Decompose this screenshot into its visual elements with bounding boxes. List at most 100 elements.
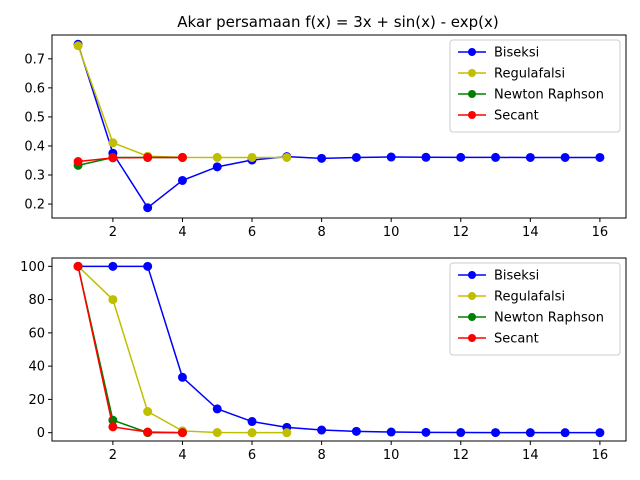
data-point [456, 428, 466, 438]
data-point [177, 372, 187, 382]
data-point [560, 428, 570, 438]
legend-label: Regulafalsi [494, 290, 565, 305]
data-point [595, 152, 605, 162]
data-point [73, 261, 83, 271]
x-tick-label: 14 [522, 448, 539, 463]
bottom-subplot: 2 4 6 8 10 12 14 16 0 20 40 60 80 100 Biseksi Regulafal… [20, 257, 627, 463]
x-tick-label: 10 [383, 225, 400, 240]
series-line-newton-raphson [77, 266, 183, 434]
y-tick-label: 0.2 [24, 198, 45, 213]
y-tick-label: 100 [20, 260, 45, 275]
y-tick-label: 80 [28, 293, 45, 308]
data-point [108, 422, 118, 432]
top-subplot: 2 4 6 8 10 12 14 16 0.2 0.3 0.4 0.5 0.6 0.7 Biseksi Reg… [24, 34, 627, 240]
legend-swatch-marker [468, 292, 476, 300]
data-point [143, 407, 153, 417]
legend-label: Secant [494, 332, 539, 347]
data-point [108, 153, 118, 163]
legend: Biseksi Regulafalsi Newton Raphson Secant [449, 39, 621, 133]
data-point [560, 152, 570, 162]
data-point [351, 152, 361, 162]
data-point [282, 428, 292, 438]
data-point [282, 152, 292, 162]
legend-swatch-marker [468, 90, 476, 98]
data-point [247, 417, 257, 427]
x-tick-label: 10 [383, 448, 400, 463]
data-point [212, 428, 222, 438]
data-point [108, 138, 118, 148]
data-point [73, 157, 83, 167]
data-point [108, 295, 118, 305]
data-point [386, 152, 396, 162]
legend-label: Newton Raphson [494, 88, 604, 103]
x-tick-label: 2 [109, 448, 117, 463]
legend-swatch-marker [468, 334, 476, 342]
axes-frame [51, 257, 627, 442]
series-line-biseksi [78, 265, 600, 434]
axes-frame [51, 34, 627, 219]
legend-label: Biseksi [494, 269, 539, 284]
data-point [247, 428, 257, 438]
x-tick-label: 8 [317, 448, 325, 463]
data-point [143, 261, 153, 271]
data-point [212, 162, 222, 172]
data-point [108, 261, 118, 271]
data-point [177, 152, 187, 162]
legend: Biseksi Regulafalsi Newton Raphson Secant [449, 262, 621, 356]
x-tick-label: 6 [248, 225, 256, 240]
x-tick-label: 6 [248, 448, 256, 463]
y-tick-label: 0.7 [24, 52, 45, 67]
data-point [143, 203, 153, 213]
y-tick-label: 60 [28, 326, 45, 341]
data-point [595, 428, 605, 438]
data-point [421, 152, 431, 162]
y-tick-label: 0.3 [24, 169, 45, 184]
x-tick-label: 12 [452, 225, 469, 240]
series-line-secant [78, 156, 183, 163]
legend-label: Biseksi [494, 46, 539, 61]
legend-label: Secant [494, 109, 539, 124]
x-tick-label: 16 [592, 448, 609, 463]
data-point [386, 427, 396, 437]
x-tick-label: 4 [178, 448, 186, 463]
legend-box [449, 39, 621, 133]
data-point [317, 153, 327, 163]
series-line-secant [77, 266, 183, 434]
series-line-biseksi [77, 44, 600, 209]
data-point [212, 152, 222, 162]
legend-swatch-marker [468, 111, 476, 119]
data-point [247, 152, 257, 162]
y-tick-label: 20 [28, 393, 45, 408]
data-point [421, 427, 431, 437]
series-line-newton-raphson [77, 156, 183, 167]
chart-title: Akar persamaan f(x) = 3x + sin(x) - exp(… [177, 13, 498, 31]
data-point [456, 152, 466, 162]
data-point [491, 152, 501, 162]
y-tick-label: 0.5 [24, 110, 45, 125]
x-tick-label: 16 [592, 225, 609, 240]
data-point [525, 152, 535, 162]
x-tick-label: 2 [109, 225, 117, 240]
legend-swatch-marker [468, 271, 476, 279]
data-point [317, 425, 327, 435]
x-tick-label: 8 [317, 225, 325, 240]
data-point [177, 428, 187, 438]
data-point [73, 41, 83, 51]
data-point [491, 428, 501, 438]
legend-label: Newton Raphson [494, 311, 604, 326]
legend-label: Regulafalsi [494, 67, 565, 82]
y-tick-label: 0.4 [24, 139, 45, 154]
data-point [351, 426, 361, 436]
x-tick-label: 12 [452, 448, 469, 463]
y-tick-label: 40 [28, 360, 45, 375]
legend-swatch-marker [468, 69, 476, 77]
legend-box [449, 262, 621, 356]
data-point [143, 152, 153, 162]
legend-swatch-marker [468, 48, 476, 56]
data-point [525, 428, 535, 438]
data-point [143, 427, 153, 437]
x-tick-label: 4 [178, 225, 186, 240]
x-tick-label: 14 [522, 225, 539, 240]
legend-swatch-marker [468, 313, 476, 321]
